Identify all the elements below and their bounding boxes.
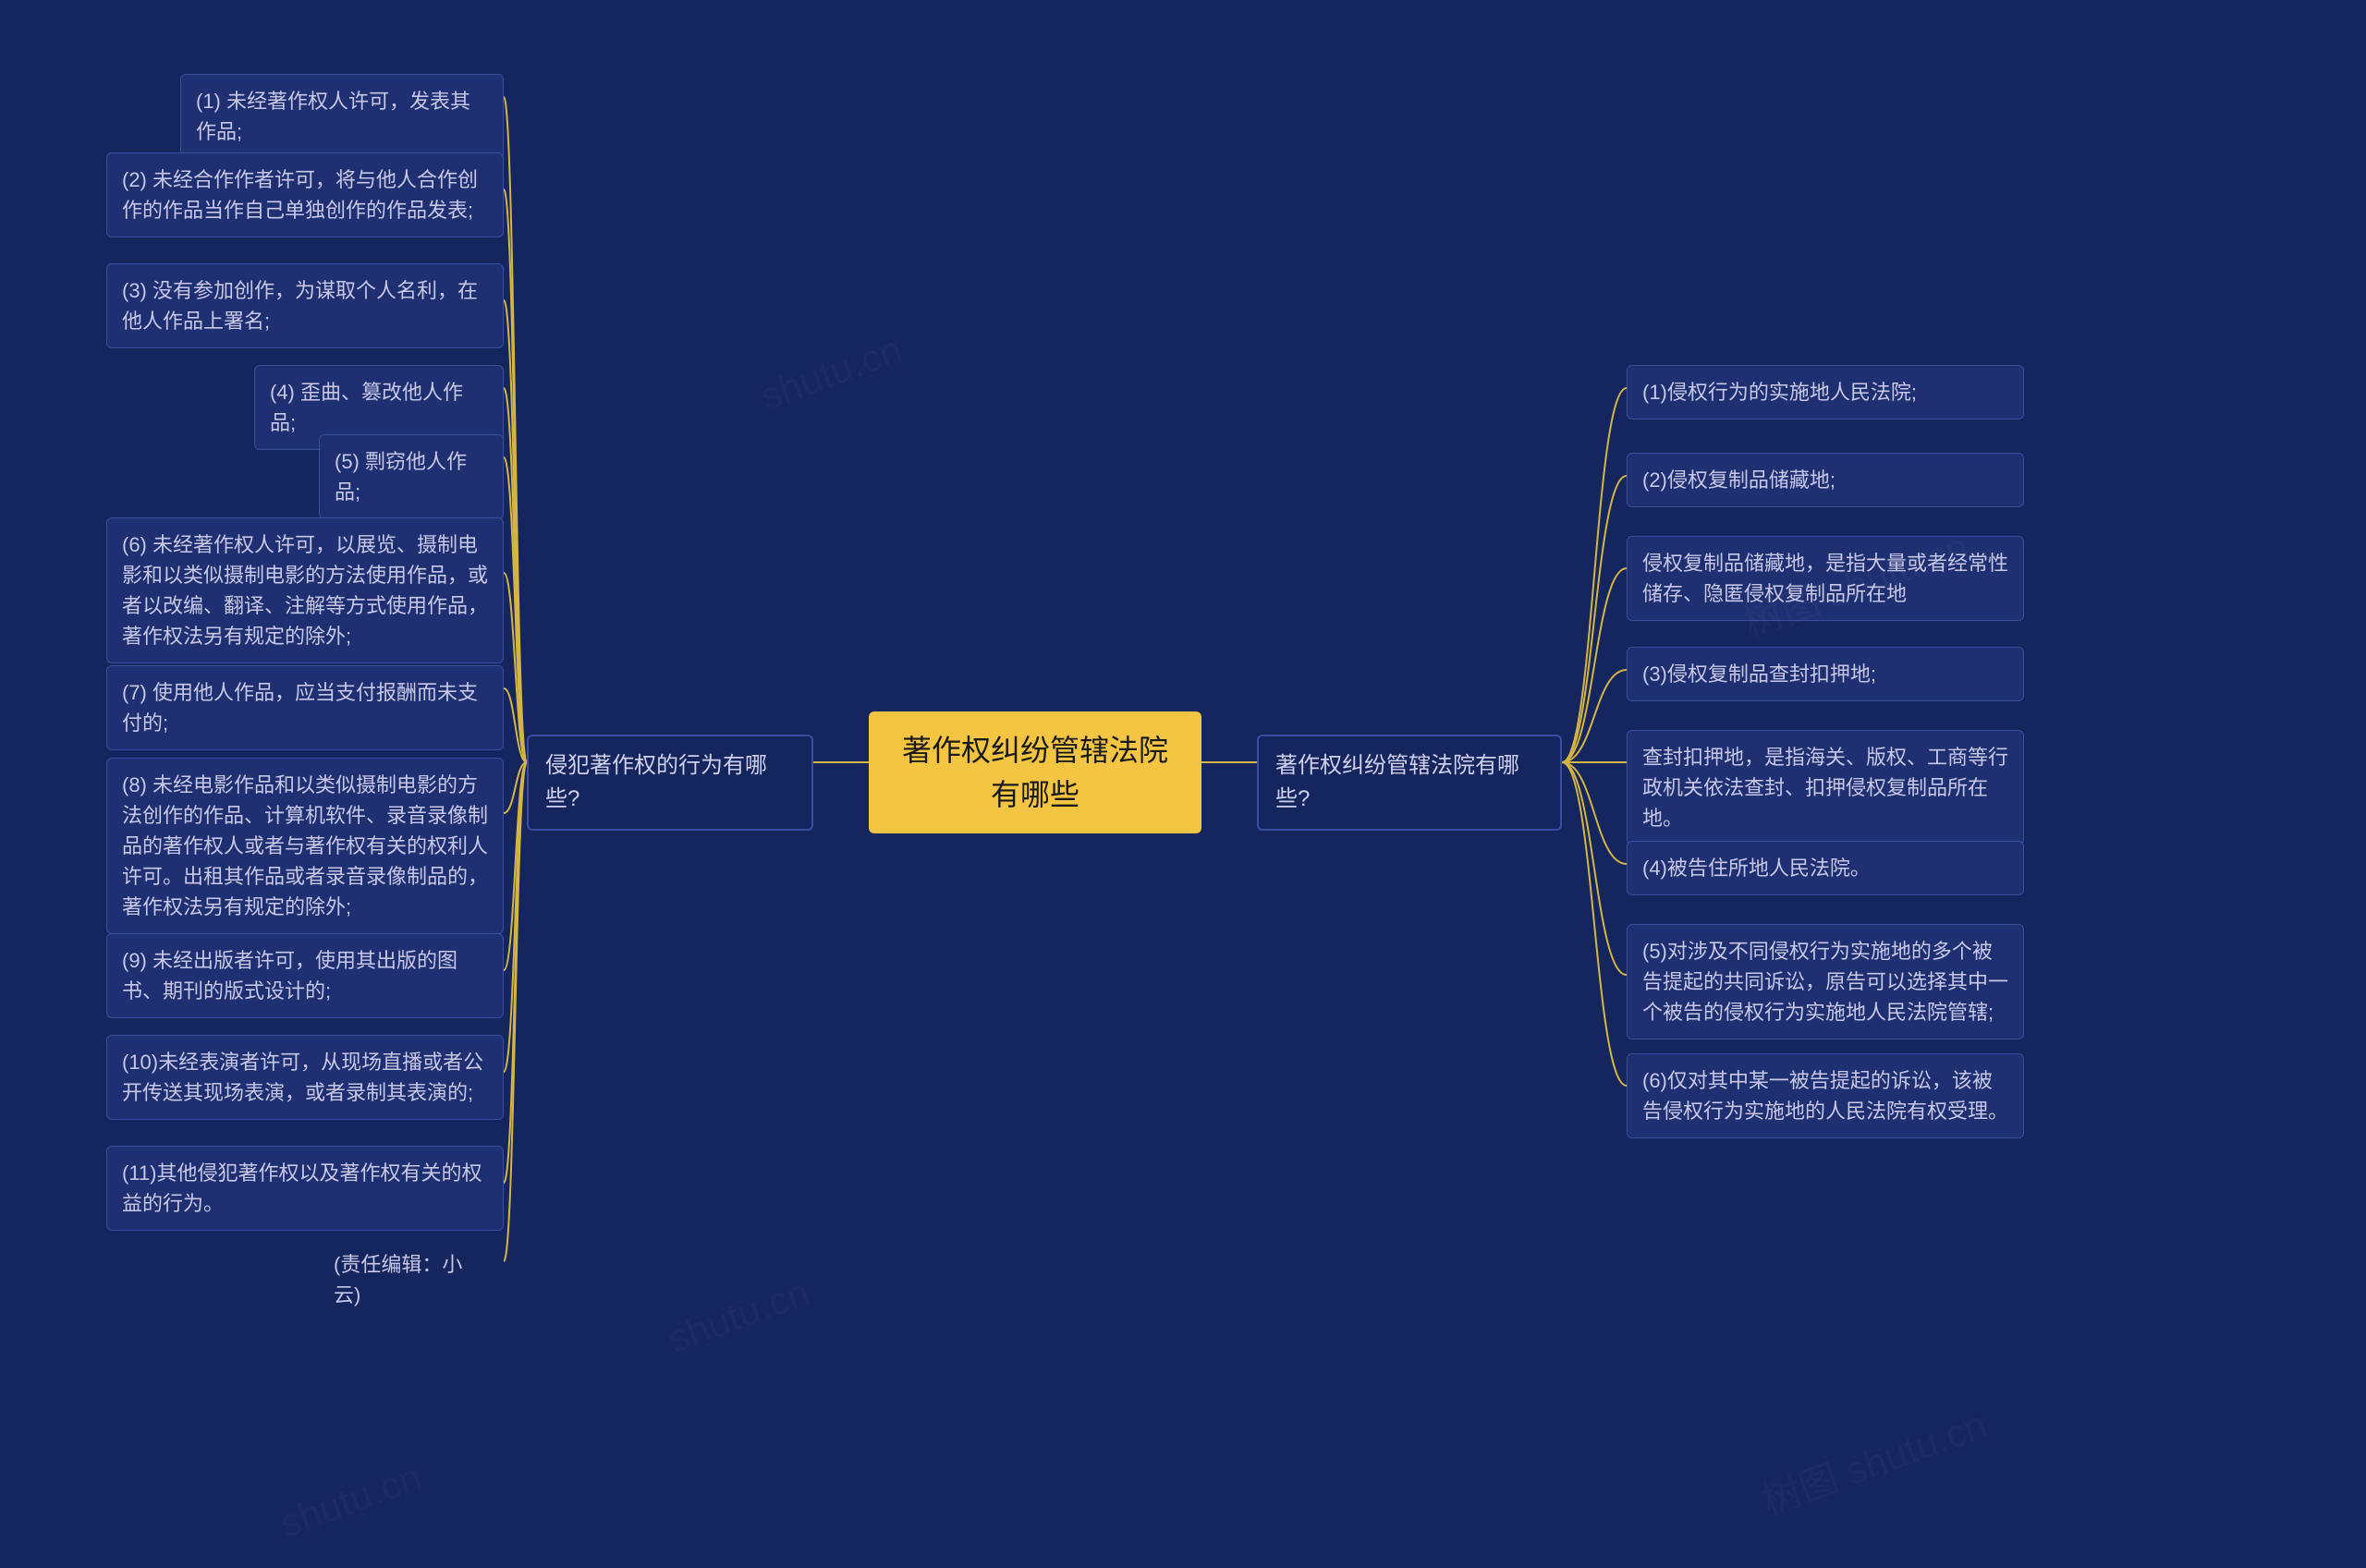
watermark: shutu.cn (663, 1270, 816, 1361)
left-leaf-0: (1) 未经著作权人许可，发表其作品; (180, 74, 504, 159)
left-leaf-4: (5) 剽窃他人作品; (319, 434, 504, 519)
right-leaf-5: (4)被告住所地人民法院。 (1627, 841, 2024, 895)
left-leaf-2: (3) 没有参加创作，为谋取个人名利，在他人作品上署名; (106, 263, 504, 348)
left-leaf-6: (7) 使用他人作品，应当支付报酬而未支付的; (106, 665, 504, 750)
left-leaf-7: (8) 未经电影作品和以类似摄制电影的方法创作的作品、计算机软件、录音录像制品的… (106, 758, 504, 934)
right-leaf-3: (3)侵权复制品查封扣押地; (1627, 647, 2024, 701)
root-node: 著作权纠纷管辖法院有哪些 (869, 711, 1201, 833)
right-leaf-4: 查封扣押地，是指海关、版权、工商等行政机关依法查封、扣押侵权复制品所在地。 (1627, 730, 2024, 845)
right-leaf-7: (6)仅对其中某一被告提起的诉讼，该被告侵权行为实施地的人民法院有权受理。 (1627, 1053, 2024, 1138)
watermark: shutu.cn (755, 327, 909, 419)
right-leaf-0: (1)侵权行为的实施地人民法院; (1627, 365, 2024, 419)
left-branch-node: 侵犯著作权的行为有哪些? (527, 735, 813, 831)
left-leaf-5: (6) 未经著作权人许可，以展览、摄制电影和以类似摄制电影的方法使用作品，或者以… (106, 517, 504, 663)
watermark: 树图 shutu.cn (1753, 1393, 1994, 1526)
left-leaf-11: (责任编辑：小云) (319, 1238, 504, 1321)
right-branch-node: 著作权纠纷管辖法院有哪些? (1257, 735, 1562, 831)
left-leaf-9: (10)未经表演者许可，从现场直播或者公开传送其现场表演，或者录制其表演的; (106, 1035, 504, 1120)
right-leaf-2: 侵权复制品储藏地，是指大量或者经常性储存、隐匿侵权复制品所在地 (1627, 536, 2024, 621)
left-leaf-8: (9) 未经出版者许可，使用其出版的图书、期刊的版式设计的; (106, 933, 504, 1018)
right-leaf-1: (2)侵权复制品储藏地; (1627, 453, 2024, 507)
left-leaf-1: (2) 未经合作作者许可，将与他人合作创作的作品当作自己单独创作的作品发表; (106, 152, 504, 237)
watermark: shutu.cn (274, 1454, 428, 1546)
right-leaf-6: (5)对涉及不同侵权行为实施地的多个被告提起的共同诉讼，原告可以选择其中一个被告… (1627, 924, 2024, 1039)
left-leaf-10: (11)其他侵犯著作权以及著作权有关的权益的行为。 (106, 1146, 504, 1231)
